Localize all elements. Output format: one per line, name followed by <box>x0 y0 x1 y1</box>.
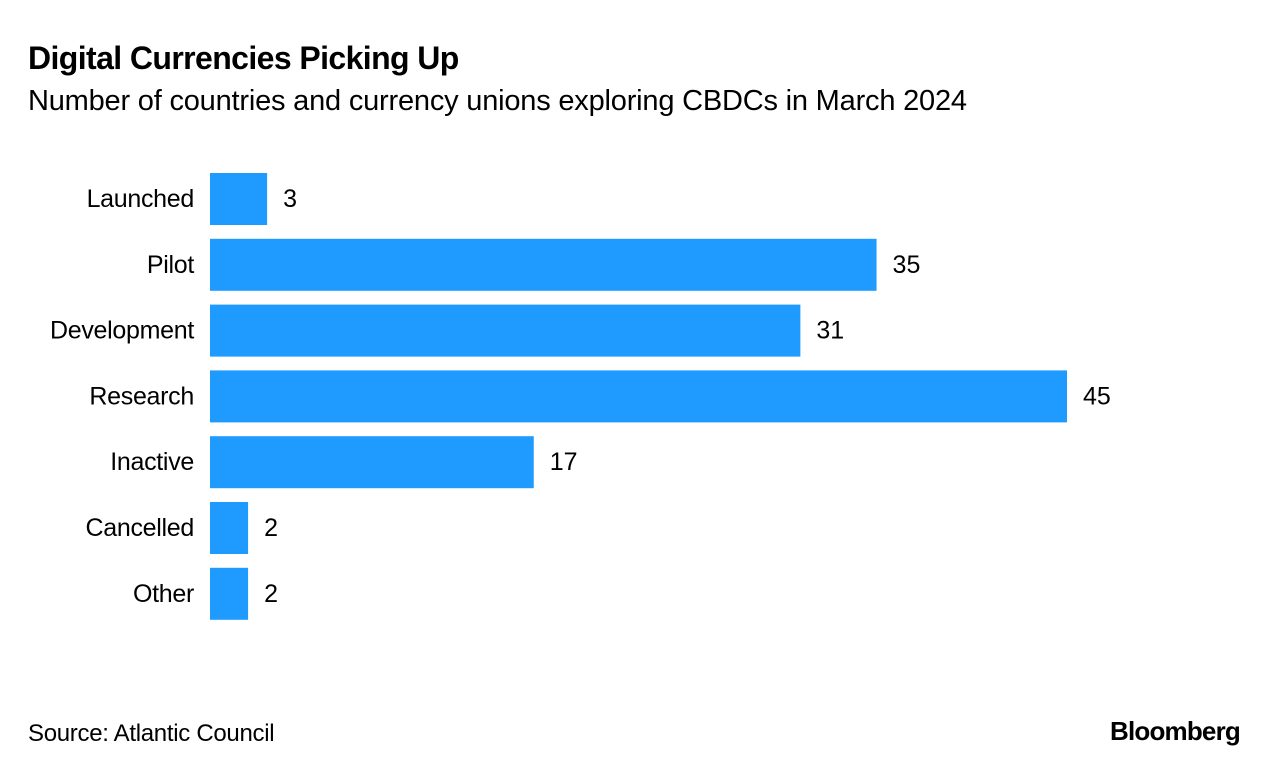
category-label-launched: Launched <box>87 185 194 213</box>
bar-research <box>210 370 1067 423</box>
bar-development <box>210 304 801 357</box>
value-label-launched: 3 <box>283 185 297 213</box>
value-label-research: 45 <box>1083 382 1111 410</box>
chart-subtitle: Number of countries and currency unions … <box>28 85 967 117</box>
brand-logo: Bloomberg <box>1109 716 1241 746</box>
value-label-other: 2 <box>264 580 278 608</box>
bar-cancelled <box>210 502 249 554</box>
value-label-inactive: 17 <box>550 448 578 476</box>
bar-other <box>210 567 249 620</box>
value-label-cancelled: 2 <box>264 514 278 542</box>
category-label-pilot: Pilot <box>147 251 194 279</box>
value-label-development: 31 <box>816 317 844 345</box>
category-label-other: Other <box>133 580 194 608</box>
chart-title: Digital Currencies Picking Up <box>28 40 459 76</box>
bar-launched <box>210 173 268 225</box>
category-label-inactive: Inactive <box>110 448 194 476</box>
category-label-research: Research <box>89 382 194 410</box>
category-label-cancelled: Cancelled <box>86 514 194 542</box>
bar-chart: Launched 3 Pilot 35 Development 31 Research 45 I… <box>50 173 1111 620</box>
source-note: Source: Atlantic Council <box>28 720 275 747</box>
bar-pilot <box>210 238 877 291</box>
value-label-pilot: 35 <box>893 251 921 279</box>
bar-inactive <box>210 436 534 489</box>
category-label-development: Development <box>50 317 194 345</box>
